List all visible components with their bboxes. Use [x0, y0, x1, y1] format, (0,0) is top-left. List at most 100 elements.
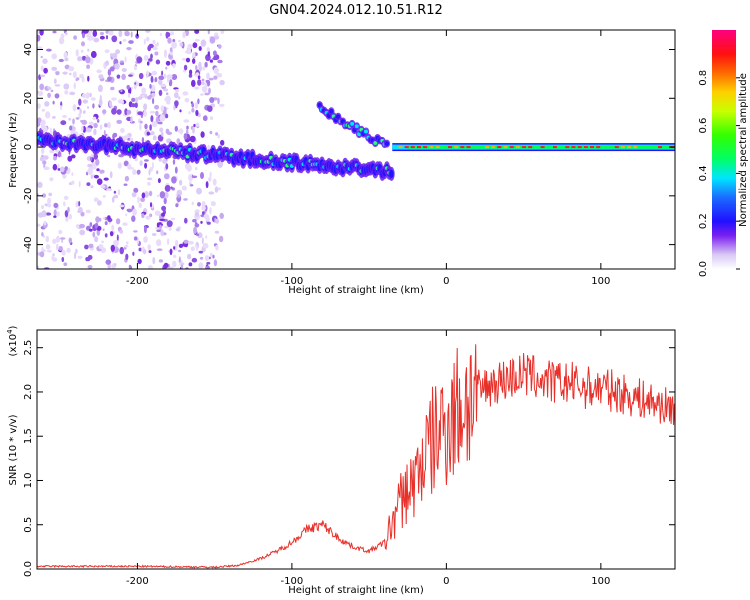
noise-speck — [150, 131, 155, 136]
noise-speck — [143, 55, 149, 61]
noise-speck — [133, 65, 137, 71]
noise-speck — [149, 213, 153, 218]
noise-speck — [217, 59, 223, 64]
noise-speck — [81, 76, 85, 83]
noise-speck — [133, 230, 138, 233]
colorbar: 0.0 0.2 0.4 0.6 0.8 Normalized spectral ampl… — [698, 30, 749, 277]
noise-speck — [163, 73, 167, 79]
noise-speck — [40, 147, 45, 155]
noise-speck — [145, 36, 150, 42]
noise-speck — [143, 191, 149, 198]
main-line-peak — [596, 146, 601, 149]
noise-speck — [150, 115, 154, 123]
noise-speck — [164, 191, 169, 199]
x-tick-label: -200 — [126, 276, 149, 287]
noise-speck — [49, 149, 55, 154]
noise-speck — [63, 83, 70, 90]
noise-speck — [209, 207, 212, 215]
noise-speck — [219, 103, 225, 107]
noise-speck — [152, 97, 155, 105]
noise-speck — [37, 103, 41, 109]
snr-x-label: Height of straight line (km) — [288, 585, 424, 596]
noise-speck — [159, 191, 166, 199]
noise-speck — [173, 105, 176, 111]
noise-speck — [93, 122, 98, 129]
noise-speck — [209, 171, 212, 179]
chart-title: GN04.2024.012.10.51.R12 — [269, 3, 443, 18]
noise-speck — [138, 247, 142, 252]
main-line-peak — [503, 146, 508, 149]
noise-speck — [127, 93, 131, 98]
noise-speck — [137, 96, 143, 100]
noise-speck — [219, 79, 225, 86]
noise-speck — [134, 102, 138, 109]
noise-speck — [115, 49, 120, 55]
noise-speck — [131, 97, 136, 102]
noise-speck — [196, 233, 200, 237]
colorbar-tick-label: 0.0 — [698, 261, 709, 277]
noise-speck — [71, 172, 74, 177]
noise-speck — [212, 57, 218, 61]
noise-speck — [154, 51, 159, 56]
noise-speck — [65, 216, 69, 222]
noise-speck — [40, 205, 45, 210]
noise-speck — [156, 222, 160, 228]
colorbar-tick-label: 0.8 — [698, 70, 709, 86]
noise-speck — [102, 109, 107, 114]
noise-speck — [174, 125, 178, 132]
noise-speck — [49, 127, 52, 133]
noise-speck — [98, 244, 104, 250]
noise-speck — [176, 138, 181, 145]
noise-speck — [52, 30, 57, 34]
main-line-peak — [583, 146, 588, 149]
noise-speck — [188, 262, 193, 267]
noise-speck — [119, 204, 125, 208]
noise-speck — [157, 79, 163, 85]
noise-speck — [174, 92, 179, 99]
noise-speck — [208, 191, 215, 195]
noise-speck — [74, 252, 77, 260]
noise-speck — [150, 75, 154, 83]
noise-speck — [117, 189, 121, 196]
noise-speck — [161, 70, 164, 76]
noise-speck — [65, 32, 68, 36]
main-line-peak — [614, 146, 619, 149]
noise-speck — [165, 163, 169, 170]
noise-speck — [178, 96, 181, 100]
noise-speck — [79, 229, 86, 236]
noise-speck — [55, 71, 60, 76]
noise-speck — [136, 81, 140, 87]
noise-speck — [39, 30, 44, 36]
snr-y-ticks: 0.0 0.5 1.0 1.5 2.0 2.5 — [23, 340, 675, 577]
snr-y-label: SNR (10 * v/v) — [8, 414, 19, 485]
noise-speck — [146, 131, 150, 136]
noise-speck — [183, 198, 188, 201]
noise-speck — [81, 41, 85, 47]
noise-speck — [166, 74, 173, 79]
y-tick-label: -20 — [23, 188, 34, 204]
noise-speck — [200, 220, 203, 224]
noise-speck — [204, 61, 208, 68]
noise-speck — [147, 181, 151, 186]
noise-speck — [60, 166, 65, 173]
noise-speck — [170, 31, 175, 36]
noise-speck — [207, 144, 211, 151]
noise-speck — [141, 87, 147, 95]
noise-speck — [90, 185, 94, 189]
noise-speck — [172, 63, 176, 68]
noise-speck — [156, 229, 162, 232]
noise-speck — [213, 259, 218, 267]
noise-speck — [212, 50, 217, 56]
noise-speck — [135, 97, 139, 103]
noise-speck — [214, 230, 220, 234]
noise-speck — [220, 30, 225, 35]
noise-speck — [109, 100, 112, 107]
noise-speck — [217, 134, 220, 139]
noise-speck — [120, 62, 125, 65]
noise-speck — [149, 84, 152, 89]
noise-speck — [40, 119, 46, 127]
noise-speck — [124, 30, 130, 37]
noise-speck — [169, 79, 173, 86]
noise-speck — [93, 153, 99, 160]
